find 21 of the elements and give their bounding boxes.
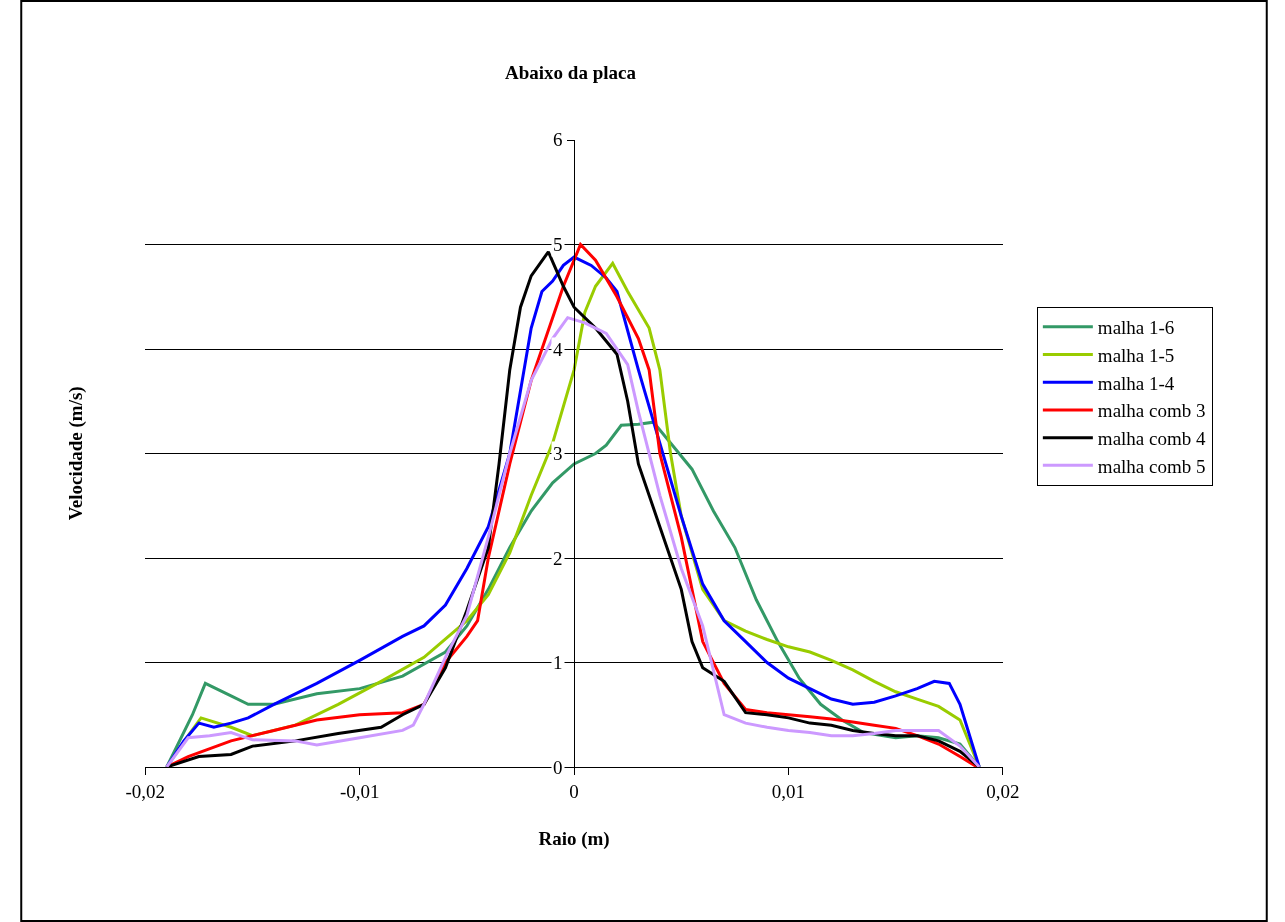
y-tick-label: 5: [553, 234, 563, 255]
x-axis-title: Raio (m): [538, 827, 610, 850]
x-tick-label: -0,01: [339, 780, 380, 802]
legend-label: malha comb 4: [1097, 428, 1206, 450]
legend-label: malha 1-5: [1097, 344, 1175, 366]
legend-label: malha 1-4: [1097, 372, 1175, 394]
y-tick-label: 0: [553, 757, 563, 778]
x-tick-label: 0,01: [771, 780, 806, 802]
y-tick-label: 6: [553, 129, 563, 150]
y-axis-title: Velocidade (m/s): [65, 386, 88, 521]
chart-title: Abaixo da placa: [505, 61, 637, 83]
x-tick-label: 0: [569, 780, 579, 802]
y-tick-label: 3: [553, 443, 563, 464]
legend-label: malha comb 5: [1097, 455, 1206, 477]
x-tick-label: 0,02: [986, 780, 1020, 802]
legend-label: malha 1-6: [1097, 317, 1175, 339]
x-tick-label: -0,02: [125, 780, 166, 802]
y-tick-label: 2: [553, 548, 563, 569]
y-tick-label: 1: [553, 652, 563, 673]
legend-label: malha comb 3: [1097, 400, 1206, 422]
y-tick-label: 4: [553, 339, 563, 360]
